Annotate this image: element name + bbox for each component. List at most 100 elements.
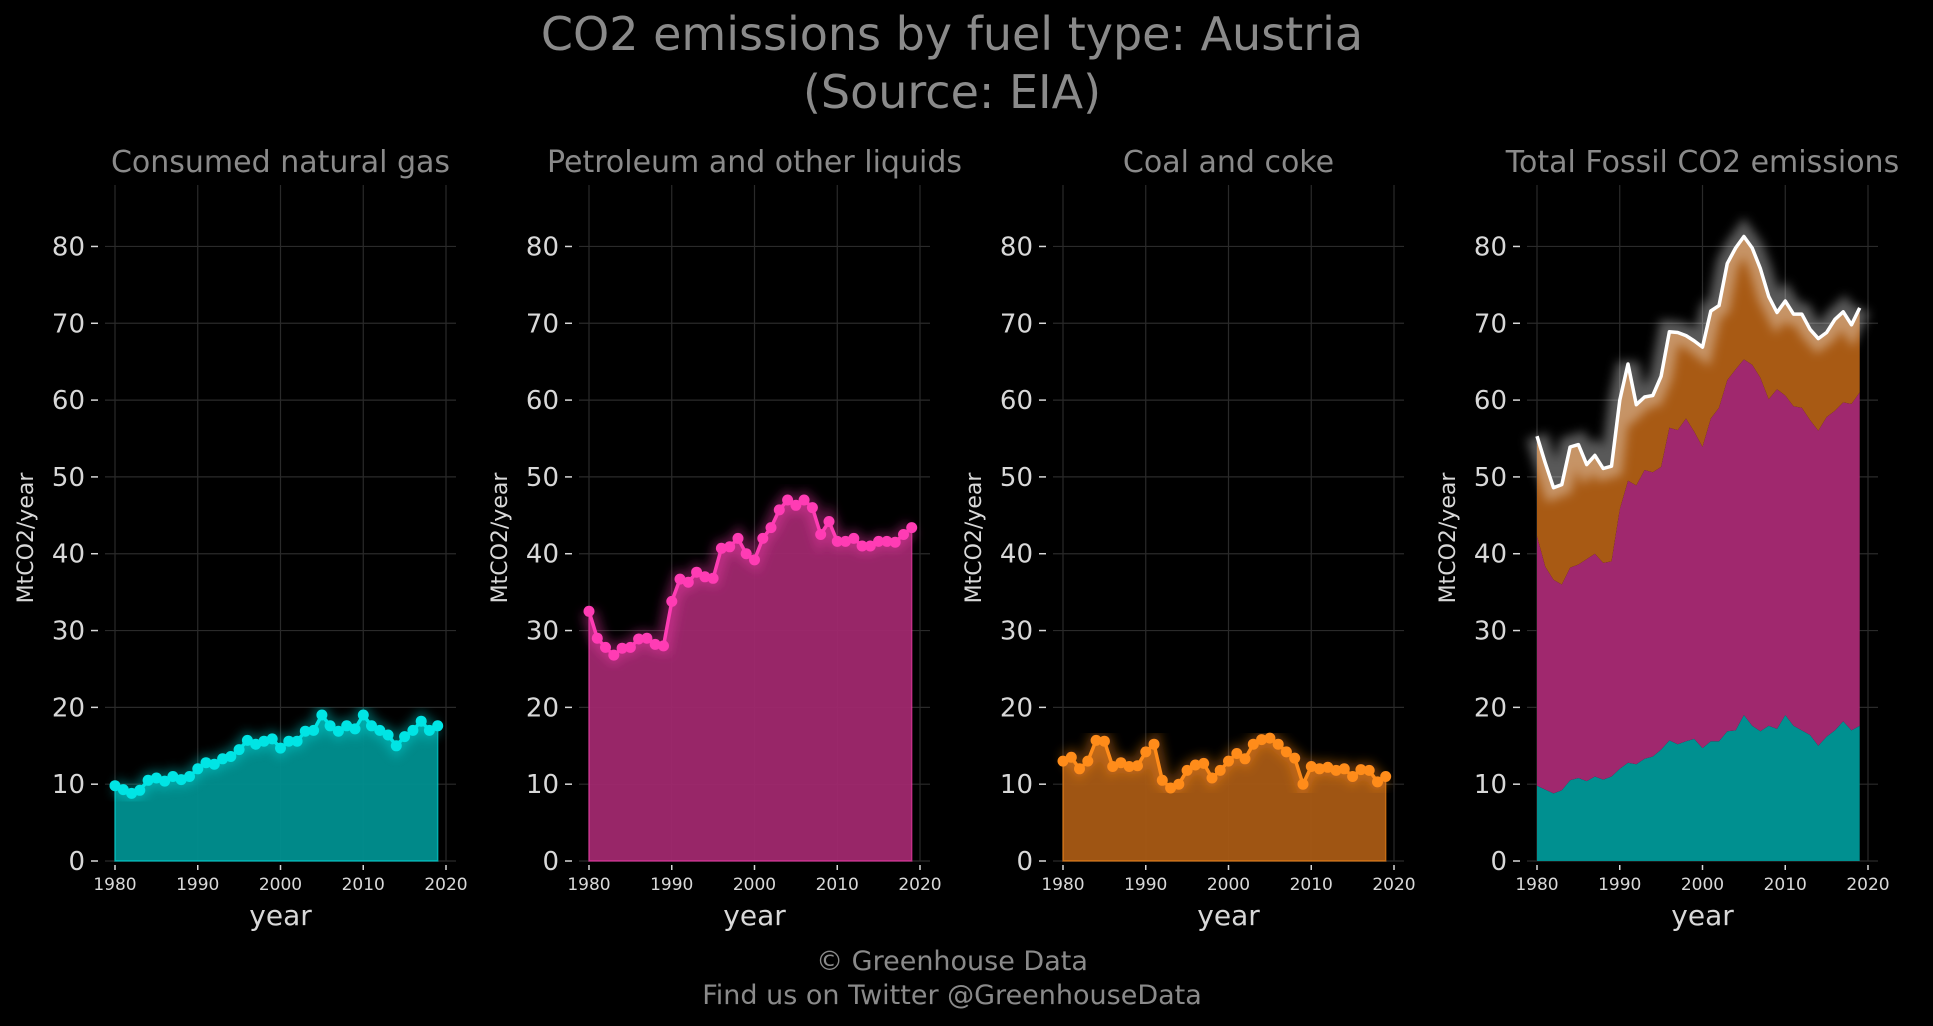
data-point xyxy=(1247,738,1259,750)
panel-1: Consumed natural gas 0 10 20 30 40 50 60 70 80 198… xyxy=(14,145,468,932)
panel-title: Coal and coke xyxy=(1123,145,1334,180)
data-point xyxy=(134,784,146,796)
data-point xyxy=(649,638,661,650)
data-point xyxy=(349,723,361,735)
data-point xyxy=(823,516,835,527)
data-point xyxy=(1098,735,1110,747)
tick-label-y: 70 xyxy=(52,309,85,339)
panel-title: Total Fossil CO2 emissions xyxy=(1505,145,1899,180)
tick-label-y: 0 xyxy=(1490,847,1507,877)
x-axis-label: year xyxy=(1671,899,1734,932)
tick-label-x: 2010 xyxy=(342,875,385,895)
tick-label-y: 30 xyxy=(1474,617,1507,647)
data-point xyxy=(600,641,611,653)
data-point xyxy=(782,494,794,506)
data-point xyxy=(415,715,427,727)
data-point xyxy=(815,529,827,540)
tick-label-y: 50 xyxy=(1000,463,1033,493)
data-point xyxy=(390,740,402,752)
data-point xyxy=(374,724,386,736)
tick-label-y: 40 xyxy=(1000,540,1033,570)
tick-label-x: 1980 xyxy=(567,875,610,895)
data-point xyxy=(881,535,893,547)
data-point xyxy=(283,735,295,747)
data-point xyxy=(831,535,843,547)
data-point xyxy=(423,724,435,736)
data-point xyxy=(175,774,187,786)
data-point xyxy=(159,775,171,787)
tick-label-x: 1990 xyxy=(1598,875,1641,895)
tick-label-y: 20 xyxy=(1474,693,1507,723)
tick-label-y: 0 xyxy=(542,847,559,877)
data-point xyxy=(299,725,311,737)
y-axis-label: MtCO2/year xyxy=(1436,472,1461,604)
tick-label-y: 40 xyxy=(1474,540,1507,570)
data-point xyxy=(1272,738,1284,750)
tick-label-y: 80 xyxy=(526,232,559,262)
data-point xyxy=(1264,732,1276,744)
tick-label-y: 20 xyxy=(526,693,559,723)
tick-label-y: 70 xyxy=(526,309,559,339)
data-point xyxy=(707,572,719,584)
tick-label-y: 20 xyxy=(52,693,85,723)
y-axis-label: MtCO2/year xyxy=(962,472,987,604)
data-point xyxy=(1189,759,1201,771)
x-axis-label: year xyxy=(723,899,786,932)
data-point xyxy=(682,576,694,588)
y-axis-label: MtCO2/year xyxy=(14,472,39,604)
figure-title-line1: CO2 emissions by fuel type: Austria xyxy=(541,7,1363,61)
tick-label-y: 80 xyxy=(1474,232,1507,262)
data-point xyxy=(1256,734,1268,746)
data-point xyxy=(382,729,394,741)
tick-label-y: 60 xyxy=(52,386,85,416)
tick-label-y: 40 xyxy=(52,540,85,570)
tick-label-y: 10 xyxy=(526,770,559,800)
data-point xyxy=(873,535,885,547)
data-point xyxy=(1322,761,1334,773)
data-point xyxy=(666,595,678,607)
data-point xyxy=(233,744,245,756)
panel-title: Consumed natural gas xyxy=(111,145,450,180)
tick-label-x: 2010 xyxy=(1764,875,1807,895)
footer-twitter: Find us on Twitter @GreenhouseData xyxy=(702,980,1202,1011)
data-point xyxy=(691,566,703,578)
data-point xyxy=(167,771,179,782)
data-point xyxy=(1297,778,1309,790)
data-point xyxy=(291,735,303,747)
data-point xyxy=(1231,748,1243,759)
tick-label-x: 2020 xyxy=(898,875,941,895)
data-point xyxy=(1214,764,1226,776)
tick-label-y: 20 xyxy=(1000,693,1033,723)
data-point xyxy=(1123,761,1135,772)
data-point xyxy=(184,771,195,782)
data-point xyxy=(266,733,278,745)
tick-label-x: 2010 xyxy=(816,875,859,895)
data-point xyxy=(399,731,411,743)
tick-label-x: 2000 xyxy=(733,875,776,895)
tick-label-y: 60 xyxy=(526,386,559,416)
data-point xyxy=(1380,771,1392,782)
data-point xyxy=(316,709,328,721)
data-point xyxy=(208,758,220,770)
data-point xyxy=(324,720,336,732)
data-point xyxy=(1181,764,1193,776)
tick-label-x: 1980 xyxy=(1515,875,1558,895)
data-point xyxy=(142,774,154,786)
data-point xyxy=(583,605,595,617)
data-point xyxy=(715,542,727,554)
tick-label-x: 2020 xyxy=(424,875,467,895)
data-point xyxy=(1074,763,1085,775)
data-point xyxy=(624,641,636,653)
data-point xyxy=(658,640,669,652)
tick-label-y: 70 xyxy=(1474,309,1507,339)
data-point xyxy=(749,554,760,566)
data-point xyxy=(633,633,645,645)
data-point xyxy=(757,532,769,544)
tick-label-y: 60 xyxy=(1000,386,1033,416)
data-point xyxy=(740,548,752,560)
data-point xyxy=(241,734,253,746)
data-point xyxy=(773,504,785,516)
y-axis-label: MtCO2/year xyxy=(488,472,513,604)
data-point xyxy=(906,522,918,534)
